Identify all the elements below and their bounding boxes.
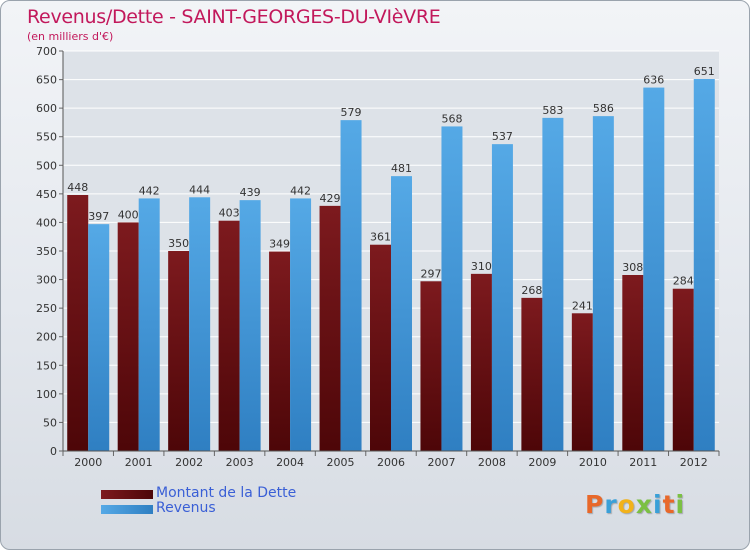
chart-title: Revenus/Dette - SAINT-GEORGES-DU-VIèVRE bbox=[27, 6, 441, 28]
data-label-revenue: 537 bbox=[492, 130, 513, 143]
x-tick-label: 2003 bbox=[226, 456, 254, 469]
bar-debt bbox=[571, 313, 593, 451]
data-label-debt: 308 bbox=[622, 261, 643, 274]
y-tick-label: 500 bbox=[36, 159, 57, 172]
x-tick-label: 2000 bbox=[74, 456, 102, 469]
y-tick-label: 250 bbox=[36, 302, 57, 315]
data-label-revenue: 397 bbox=[88, 210, 109, 223]
bar-revenue bbox=[239, 200, 261, 451]
data-label-debt: 297 bbox=[420, 267, 441, 280]
bar-debt bbox=[269, 251, 291, 451]
x-tick-label: 2007 bbox=[427, 456, 455, 469]
x-tick-label: 2002 bbox=[175, 456, 203, 469]
bar-revenue bbox=[542, 117, 564, 451]
bar-debt bbox=[470, 273, 492, 451]
bar-debt bbox=[218, 220, 240, 451]
y-tick-label: 350 bbox=[36, 245, 57, 258]
bar-debt bbox=[117, 222, 139, 451]
x-tick-label: 2010 bbox=[579, 456, 607, 469]
bar-revenue bbox=[441, 126, 463, 451]
data-label-debt: 361 bbox=[370, 231, 391, 244]
data-label-revenue: 439 bbox=[240, 186, 261, 199]
logo-letter: x bbox=[635, 490, 653, 519]
data-label-revenue: 636 bbox=[643, 74, 664, 87]
bar-debt bbox=[67, 195, 89, 451]
bar-revenue bbox=[189, 197, 211, 451]
x-tick-label: 2001 bbox=[125, 456, 153, 469]
y-tick-label: 550 bbox=[36, 131, 57, 144]
x-tick-label: 2005 bbox=[327, 456, 355, 469]
bar-revenue bbox=[88, 224, 110, 451]
y-tick-label: 0 bbox=[50, 445, 57, 458]
bar-revenue bbox=[693, 79, 715, 451]
x-tick-label: 2012 bbox=[680, 456, 708, 469]
bar-revenue bbox=[391, 176, 412, 451]
data-label-revenue: 651 bbox=[694, 65, 715, 78]
logo-letter: o bbox=[617, 490, 636, 519]
logo-letter: i bbox=[653, 490, 663, 519]
bar-debt bbox=[168, 251, 190, 451]
y-tick-label: 300 bbox=[36, 274, 57, 287]
bar-revenue bbox=[138, 198, 160, 451]
data-label-revenue: 481 bbox=[391, 162, 412, 175]
data-label-debt: 448 bbox=[67, 181, 88, 194]
bar-debt bbox=[622, 275, 644, 451]
logo-letter: t bbox=[662, 490, 676, 519]
data-label-debt: 400 bbox=[118, 208, 139, 221]
y-tick-label: 100 bbox=[36, 388, 57, 401]
bar-revenue bbox=[491, 144, 513, 451]
logo-letter: i bbox=[675, 490, 686, 519]
bar-revenue bbox=[592, 116, 614, 452]
y-tick-label: 450 bbox=[36, 188, 57, 201]
data-label-debt: 349 bbox=[269, 238, 290, 251]
bar-debt bbox=[420, 281, 442, 451]
data-label-debt: 268 bbox=[521, 284, 542, 297]
x-tick-label: 2009 bbox=[528, 456, 556, 469]
y-tick-label: 200 bbox=[36, 331, 57, 344]
data-label-debt: 241 bbox=[572, 299, 593, 312]
bar-debt bbox=[319, 205, 341, 451]
legend-swatch-debt bbox=[101, 490, 153, 499]
bar-debt bbox=[370, 244, 391, 451]
bar-debt bbox=[521, 297, 543, 451]
data-label-revenue: 579 bbox=[341, 106, 362, 119]
y-tick-label: 650 bbox=[36, 74, 57, 87]
y-tick-label: 400 bbox=[36, 216, 57, 229]
chart-subtitle: (en milliers d'€) bbox=[27, 30, 114, 43]
data-label-debt: 403 bbox=[219, 207, 240, 220]
y-tick-label: 600 bbox=[36, 102, 57, 115]
data-label-revenue: 442 bbox=[290, 184, 311, 197]
bar-revenue bbox=[340, 120, 362, 452]
legend-swatch-revenue bbox=[101, 505, 153, 514]
bar-revenue bbox=[643, 87, 665, 452]
logo-letter: P bbox=[585, 490, 605, 519]
x-tick-label: 2008 bbox=[478, 456, 506, 469]
legend-label-revenue: Revenus bbox=[156, 500, 216, 516]
data-label-revenue: 442 bbox=[139, 184, 160, 197]
x-tick-label: 2011 bbox=[629, 456, 657, 469]
data-label-revenue: 444 bbox=[189, 183, 210, 196]
data-label-debt: 310 bbox=[471, 260, 492, 273]
data-label-debt: 284 bbox=[673, 275, 694, 288]
data-label-revenue: 583 bbox=[542, 104, 563, 117]
x-tick-label: 2004 bbox=[276, 456, 304, 469]
y-tick-label: 50 bbox=[43, 416, 57, 429]
data-label-revenue: 568 bbox=[441, 112, 462, 125]
proxiti-logo: Proxiti bbox=[585, 490, 685, 519]
bar-debt bbox=[672, 288, 694, 451]
logo-letter: r bbox=[604, 490, 618, 519]
legend-label-debt: Montant de la Dette bbox=[156, 485, 297, 501]
x-tick-label: 2006 bbox=[377, 456, 405, 469]
data-label-revenue: 586 bbox=[593, 102, 614, 115]
bar-revenue bbox=[290, 198, 312, 451]
data-label-debt: 429 bbox=[320, 192, 341, 205]
data-label-debt: 350 bbox=[168, 237, 189, 250]
y-tick-label: 150 bbox=[36, 359, 57, 372]
y-tick-label: 700 bbox=[36, 45, 57, 58]
